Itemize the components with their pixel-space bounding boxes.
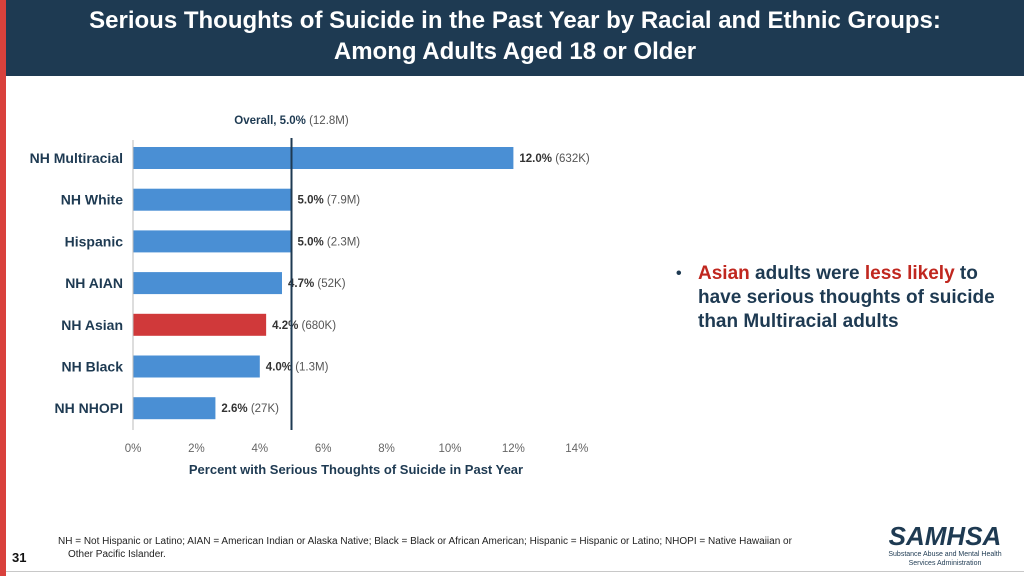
x-tick-label-5: 10% <box>438 443 461 455</box>
value-label-2: 5.0% (2.3M) <box>298 236 361 248</box>
bullet-text-part4: to have serious thoughts of suicide than… <box>698 263 995 332</box>
x-tick-label-6: 12% <box>502 443 525 455</box>
x-tick-label-2: 4% <box>251 443 268 455</box>
category-label-2: Hispanic <box>65 233 124 249</box>
bar-2 <box>133 230 292 253</box>
bullet-point: • Asian adults were less likely to have … <box>672 262 1002 334</box>
value-label-0: 12.0% (632K) <box>519 153 589 165</box>
overall-reference-count: (12.8M) <box>306 115 349 127</box>
category-label-3: NH AIAN <box>65 275 123 291</box>
value-label-pct-4: 4.2% <box>272 320 298 332</box>
value-label-4: 4.2% (680K) <box>272 320 336 332</box>
category-label-5: NH Black <box>62 359 124 375</box>
bullet-dot-icon: • <box>676 265 682 282</box>
bullet-text: Asian adults were less likely to have se… <box>698 262 1002 334</box>
bar-3 <box>133 272 282 295</box>
left-accent-bar <box>0 0 6 576</box>
bullet-text-part2: adults were <box>749 263 865 284</box>
value-label-count-3: (52K) <box>314 278 345 290</box>
x-tick-label-3: 6% <box>315 443 332 455</box>
value-label-count-1: (7.9M) <box>324 195 361 207</box>
value-label-pct-3: 4.7% <box>288 278 314 290</box>
page-number: 31 <box>12 550 27 565</box>
category-label-6: NH NHOPI <box>55 400 123 416</box>
footnote-line2: Other Pacific Islander. <box>68 549 166 560</box>
bullet-highlight-asian: Asian <box>698 263 750 284</box>
x-tick-label-1: 2% <box>188 443 205 455</box>
bullet-highlight-less-likely: less likely <box>864 263 955 284</box>
x-tick-label-4: 8% <box>378 443 395 455</box>
value-label-3: 4.7% (52K) <box>288 278 346 290</box>
value-label-6: 2.6% (27K) <box>221 403 279 415</box>
bar-4 <box>133 313 267 336</box>
value-label-pct-5: 4.0% <box>266 362 292 374</box>
samhsa-logo-subtitle-2: Services Administration <box>908 560 982 567</box>
slide-header: Serious Thoughts of Suicide in the Past … <box>6 0 1024 76</box>
x-tick-label-0: 0% <box>125 443 142 455</box>
x-axis-title: Percent with Serious Thoughts of Suicide… <box>189 462 523 477</box>
value-label-pct-0: 12.0% <box>519 153 552 165</box>
bar-0 <box>133 147 514 169</box>
bar-6 <box>133 397 216 420</box>
bar-5 <box>133 355 260 378</box>
value-label-pct-6: 2.6% <box>221 403 247 415</box>
value-label-count-4: (680K) <box>298 320 336 332</box>
value-label-5: 4.0% (1.3M) <box>266 362 329 374</box>
value-label-count-0: (632K) <box>552 153 590 165</box>
bottom-divider <box>6 571 1024 572</box>
value-label-count-5: (1.3M) <box>292 362 329 374</box>
value-label-count-2: (2.3M) <box>324 236 361 248</box>
category-label-0: NH Multiracial <box>30 150 123 166</box>
value-label-1: 5.0% (7.9M) <box>298 195 361 207</box>
value-label-pct-2: 5.0% <box>298 236 324 248</box>
bar-1 <box>133 188 292 211</box>
category-label-4: NH Asian <box>61 317 123 333</box>
value-label-count-6: (27K) <box>248 403 279 415</box>
samhsa-logo: SAMHSA Substance Abuse and Mental Health… <box>880 522 1010 568</box>
slide-title-line2: Among Adults Aged 18 or Older <box>333 38 697 65</box>
header-divider <box>6 76 1024 78</box>
category-label-1: NH White <box>61 192 123 208</box>
footnote: NH = Not Hispanic or Latino; AIAN = Amer… <box>58 535 858 561</box>
slide-title-line1: Serious Thoughts of Suicide in the Past … <box>89 7 941 34</box>
x-tick-label-7: 14% <box>565 443 588 455</box>
value-label-pct-1: 5.0% <box>298 195 324 207</box>
samhsa-logo-word: SAMHSA <box>888 521 1002 551</box>
overall-reference-value: Overall, 5.0% <box>234 115 306 127</box>
samhsa-logo-subtitle-1: Substance Abuse and Mental Health <box>888 551 1002 558</box>
overall-reference-label: Overall, 5.0% (12.8M) <box>234 115 349 127</box>
footnote-line1: NH = Not Hispanic or Latino; AIAN = Amer… <box>58 536 792 547</box>
